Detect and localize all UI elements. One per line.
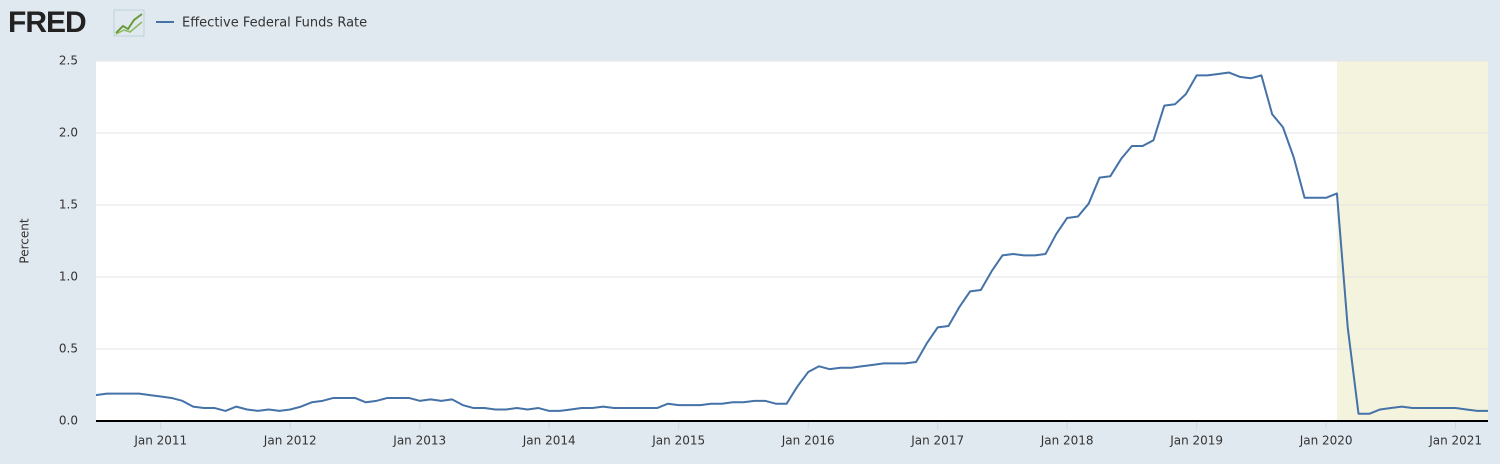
- x-tick-label: Jan 2017: [910, 434, 964, 448]
- y-tick-label: 2.5: [59, 54, 78, 68]
- y-tick-label: 2.0: [59, 126, 78, 140]
- y-tick-label: 1.5: [59, 198, 78, 212]
- x-tick-label: Jan 2018: [1040, 434, 1094, 448]
- x-tick-label: Jan 2020: [1299, 434, 1353, 448]
- y-tick-label: 0.5: [59, 342, 78, 356]
- recession-shading: [1336, 61, 1488, 421]
- logo: FRED: [8, 6, 86, 39]
- logo-icon: [113, 9, 145, 37]
- x-tick-label: Jan 2013: [392, 434, 446, 448]
- x-tick-label: Jan 2016: [781, 434, 835, 448]
- plot-area: [96, 61, 1488, 421]
- y-tick-label: 0.0: [59, 414, 78, 428]
- x-tick-label: Jan 2012: [263, 434, 317, 448]
- y-axis-label: Percent: [18, 218, 32, 263]
- y-tick-label: 1.0: [59, 270, 78, 284]
- x-tick-label: Jan 2014: [522, 434, 576, 448]
- x-tick-label: Jan 2011: [133, 434, 187, 448]
- x-tick-label: Jan 2019: [1169, 434, 1223, 448]
- x-tick-label: Jan 2021: [1428, 434, 1482, 448]
- x-tick-label: Jan 2015: [651, 434, 705, 448]
- legend-label: Effective Federal Funds Rate: [182, 16, 367, 31]
- data-line: [95, 71, 1488, 415]
